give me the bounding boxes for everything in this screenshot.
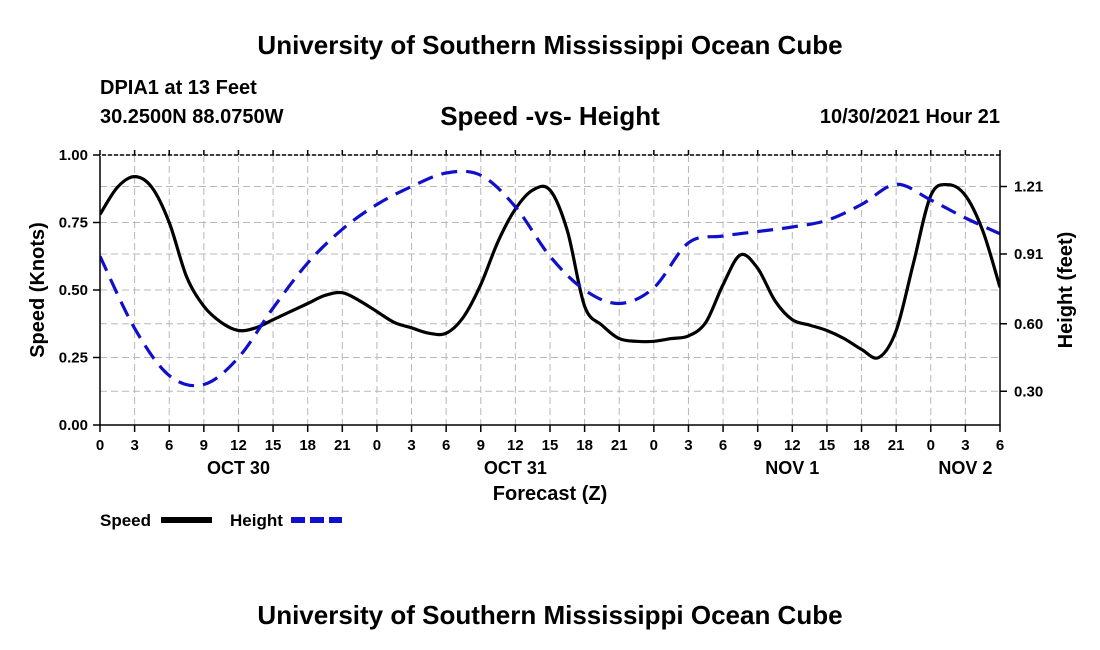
station-label: DPIA1 at 13 Feet: [100, 77, 257, 99]
axis-labels: 0 3 6 9 12 15 18 21 0 3 6 9 12 15 18 21 0 3 6 9 12 15 18 21 0 3 6 O…: [27, 147, 1077, 505]
grid: [100, 155, 1000, 425]
x-tick-label: 18: [853, 437, 870, 454]
y-tick-label: 0.25: [59, 350, 88, 367]
x-tick-label: 9: [477, 437, 485, 454]
x-tick-label: 0: [927, 437, 935, 454]
x-tick-label: 18: [576, 437, 593, 454]
x-axis-title: Forecast (Z): [493, 483, 607, 505]
x-tick-label: 6: [165, 437, 173, 454]
date-label: NOV 2: [938, 458, 992, 478]
axes: [93, 150, 1007, 432]
x-tick-label: 15: [542, 437, 559, 454]
x-tick-label: 0: [96, 437, 104, 454]
y2-tick-label: 1.21: [1014, 179, 1043, 196]
y2-tick-label: 0.91: [1014, 246, 1043, 263]
y2-axis-title: Height (feet): [1055, 232, 1077, 349]
legend: Speed Height: [100, 511, 342, 530]
x-tick-label: 21: [888, 437, 905, 454]
x-tick-label: 0: [373, 437, 381, 454]
series-lines: [100, 169, 1000, 388]
series-line-height: [100, 169, 1000, 388]
series-line-speed: [100, 175, 1000, 360]
x-tick-label: 12: [507, 437, 524, 454]
x-tick-label: 6: [996, 437, 1004, 454]
x-tick-label: 15: [265, 437, 282, 454]
y-tick-label: 0.50: [59, 282, 88, 299]
x-tick-label: 21: [334, 437, 351, 454]
x-tick-label: 3: [961, 437, 969, 454]
y-tick-label: 0.75: [59, 215, 88, 232]
page-title-repeat: University of Southern Mississippi Ocean…: [257, 600, 843, 630]
x-tick-label: 3: [407, 437, 415, 454]
x-tick-label: 9: [200, 437, 208, 454]
x-tick-label: 18: [299, 437, 316, 454]
timestamp-label: 10/30/2021 Hour 21: [819, 106, 1000, 128]
y-tick-label: 0.00: [59, 417, 88, 434]
x-tick-label: 9: [754, 437, 762, 454]
x-tick-label: 12: [784, 437, 801, 454]
legend-label-height: Height: [230, 511, 283, 530]
x-tick-label: 3: [684, 437, 692, 454]
x-tick-label: 0: [650, 437, 658, 454]
x-tick-label: 15: [819, 437, 836, 454]
date-label: OCT 31: [484, 458, 547, 478]
date-label: NOV 1: [765, 458, 819, 478]
x-tick-label: 6: [719, 437, 727, 454]
coordinates-label: 30.2500N 88.0750W: [100, 106, 284, 128]
x-tick-label: 6: [442, 437, 450, 454]
chart-title: Speed -vs- Height: [440, 101, 660, 131]
y2-tick-label: 0.60: [1014, 316, 1043, 333]
x-tick-label: 21: [611, 437, 628, 454]
y2-tick-label: 0.30: [1014, 383, 1043, 400]
legend-label-speed: Speed: [100, 511, 151, 530]
y-tick-label: 1.00: [59, 147, 88, 164]
x-tick-label: 12: [230, 437, 247, 454]
y-axis-title: Speed (Knots): [27, 222, 49, 358]
page-title: University of Southern Mississippi Ocean…: [257, 30, 843, 60]
x-tick-label: 3: [130, 437, 138, 454]
date-label: OCT 30: [207, 458, 270, 478]
